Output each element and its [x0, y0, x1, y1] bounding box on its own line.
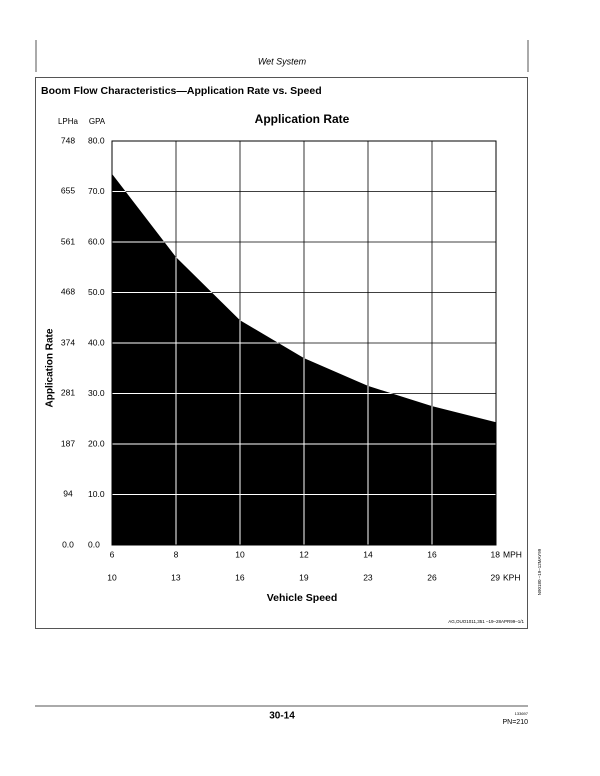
x2-tick-label: 19	[299, 572, 309, 582]
y2-tick-label: 94	[63, 488, 73, 498]
side-code: N90180 –19–12MAY99	[537, 548, 542, 595]
y-tick-label: 50.0	[88, 287, 105, 297]
x2-units: KPH	[503, 572, 520, 582]
y2-tick-label: 0.0	[62, 539, 74, 549]
x2-tick-label: 16	[235, 572, 245, 582]
y2-tick-label: 374	[61, 337, 75, 347]
y2-tick-label: 468	[61, 286, 75, 296]
y2-tick-label: 281	[61, 387, 75, 397]
page-header: Wet System	[258, 56, 307, 66]
y2-tick-label: 748	[61, 135, 75, 145]
y-axis-label: Application Rate	[45, 328, 56, 407]
x-tick-label: 16	[427, 549, 437, 559]
plot-frame	[111, 140, 497, 546]
y-tick-label: 40.0	[88, 337, 105, 347]
y2-units: LPHa	[58, 117, 79, 126]
y2-tick-label: 561	[61, 236, 75, 246]
x-tick-label: 8	[174, 549, 179, 559]
x-tick-label: 10	[235, 549, 245, 559]
x2-tick-label: 10	[107, 572, 117, 582]
y2-tick-label: 655	[61, 185, 75, 195]
doc-ref: AG,OUO1011,351 –19–28APR99–1/1	[448, 619, 524, 624]
x-tick-label: 14	[363, 549, 373, 559]
figure-box	[35, 77, 528, 629]
y-tick-label: 70.0	[88, 186, 105, 196]
x-units: MPH	[503, 549, 522, 559]
footer-pn: PN=210	[503, 719, 529, 726]
footer-code: 133697	[515, 711, 529, 716]
x-axis-label: Vehicle Speed	[267, 592, 338, 604]
y-tick-label: 10.0	[88, 489, 105, 499]
x-tick-label: 6	[110, 549, 115, 559]
y-tick-label: 30.0	[88, 388, 105, 398]
x2-tick-label: 13	[171, 572, 181, 582]
y2-tick-label: 187	[61, 438, 75, 448]
x2-tick-label: 29	[491, 572, 501, 582]
y-tick-label: 80.0	[88, 135, 105, 145]
x-tick-label: 12	[299, 549, 309, 559]
chart-title: Application Rate	[255, 112, 350, 126]
x-tick-label: 18	[491, 549, 501, 559]
x2-tick-label: 26	[427, 572, 437, 582]
y-tick-label: 60.0	[88, 236, 105, 246]
y-units: GPA	[89, 117, 106, 126]
x2-tick-label: 23	[363, 572, 373, 582]
y-tick-label: 0.0	[88, 539, 100, 549]
y-tick-label: 20.0	[88, 438, 105, 448]
section-title: Boom Flow Characteristics—Application Ra…	[41, 85, 322, 97]
page-number: 30-14	[269, 711, 295, 722]
